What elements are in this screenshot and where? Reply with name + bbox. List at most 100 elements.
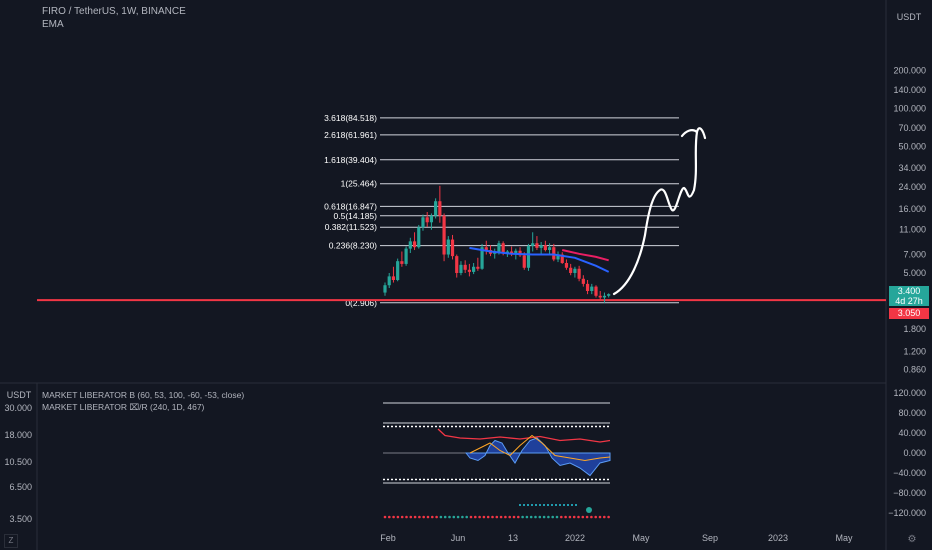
osc-dot	[400, 515, 404, 519]
osc-cyan-dot	[575, 504, 577, 506]
fib-label: 1.618(39.404)	[324, 155, 377, 165]
candle-body	[585, 283, 590, 292]
candle-body	[560, 254, 564, 263]
osc-cyan-dot	[547, 504, 549, 506]
left-axis-tick: 6.500	[9, 482, 32, 492]
osc-cyan-dot	[535, 504, 537, 506]
osc-cyan-dot	[523, 504, 525, 506]
right-axis-tick: 34.000	[898, 163, 926, 173]
timezone-icon[interactable]: Z	[4, 534, 18, 548]
candle-body	[547, 247, 552, 251]
indicator-label[interactable]: EMA	[42, 19, 64, 30]
osc-dot	[418, 515, 421, 519]
osc-dot	[538, 515, 542, 519]
candle-body	[602, 295, 607, 298]
candle-body	[459, 264, 463, 273]
time-axis-tick: Sep	[702, 533, 718, 543]
osc-axis-tick: −40.000	[893, 468, 926, 478]
osc-dot	[388, 515, 391, 519]
candle-body	[425, 217, 429, 223]
candle-body	[455, 256, 459, 273]
right-axis-tick: 11.000	[899, 225, 926, 235]
candles	[383, 185, 611, 303]
countdown-value: 4d 27h	[895, 296, 923, 306]
fib-label: 1(25.464)	[341, 179, 378, 189]
osc-dot	[456, 515, 460, 519]
osc-dot	[443, 515, 447, 519]
candle-body	[442, 215, 446, 255]
osc-dot	[452, 515, 456, 519]
osc-dot	[572, 515, 576, 519]
osc-orange-line	[469, 434, 611, 462]
right-axis-tick: 200.000	[893, 66, 926, 76]
candle-body	[505, 251, 509, 253]
osc-dot	[555, 515, 559, 519]
left-axis-unit: USDT	[2, 390, 36, 400]
osc-dot	[594, 515, 597, 519]
candle-body	[497, 243, 501, 253]
candle-body	[573, 268, 577, 273]
osc-dot	[534, 515, 537, 519]
candle-body	[493, 252, 497, 254]
candle-body	[526, 245, 531, 268]
candle-body	[412, 241, 417, 248]
candle-body	[408, 241, 412, 249]
time-axis-tick: 13	[508, 533, 518, 543]
symbol-title[interactable]: FIRO / TetherUS, 1W, BINANCE	[42, 6, 186, 17]
right-axis-tick: 5.000	[903, 268, 926, 278]
osc-dot	[598, 515, 602, 519]
candle-body	[594, 286, 598, 296]
osc-dot	[465, 515, 469, 519]
osc-cyan-dot	[551, 504, 553, 506]
osc-dot	[529, 515, 533, 519]
osc-title-1[interactable]: MARKET LIBERATOR B (60, 53, 100, -60, -5…	[42, 390, 245, 400]
candle-body	[581, 278, 585, 284]
osc-cyan-dot	[519, 504, 521, 506]
candle-body	[543, 245, 547, 251]
osc-dot	[495, 515, 499, 519]
candle-body	[569, 267, 573, 273]
osc-dot	[525, 515, 529, 519]
osc-dot	[581, 515, 585, 519]
osc-title-2[interactable]: MARKET LIBERATOR ⌧/R (240, 1D, 467)	[42, 402, 205, 412]
osc-dot	[439, 515, 443, 519]
time-axis-tick: Feb	[380, 533, 396, 543]
left-axis-tick: 30.000	[4, 403, 32, 413]
osc-dot	[469, 515, 473, 519]
ema-fast-line	[469, 246, 610, 273]
last-price-tag: 3.400 4d 27h	[889, 286, 929, 306]
candle-body	[577, 268, 581, 279]
osc-dot	[409, 515, 413, 519]
right-axis-tick: 100.000	[893, 104, 926, 114]
osc-dot	[508, 515, 512, 519]
osc-wave-area	[464, 437, 611, 477]
time-axis-tick: 2022	[565, 533, 585, 543]
osc-dot	[474, 515, 477, 519]
osc-dot	[499, 515, 503, 519]
candle-body	[463, 264, 467, 270]
osc-axis-tick: 80.000	[898, 408, 926, 418]
candle-body	[522, 255, 526, 268]
osc-dot	[577, 515, 580, 519]
grid	[0, 0, 887, 550]
osc-axis-tick: −80.000	[893, 488, 926, 498]
ema-lines	[469, 127, 707, 296]
osc-dot	[564, 515, 567, 519]
osc-dot	[431, 515, 434, 519]
osc-dot	[517, 515, 520, 519]
right-axis-tick: 140.000	[893, 85, 926, 95]
osc-cyan-dot	[539, 504, 541, 506]
osc-dot	[512, 515, 516, 519]
right-axis-tick: 1.200	[903, 346, 926, 356]
candle-body	[421, 217, 425, 228]
osc-axis-tick: 40.000	[898, 428, 926, 438]
candle-body	[518, 250, 522, 256]
candle-body	[404, 248, 408, 264]
osc-dot	[413, 515, 417, 519]
candle-body	[438, 201, 442, 216]
osc-dot	[560, 515, 563, 519]
osc-dot	[607, 515, 610, 519]
right-axis-tick: 7.000	[903, 250, 926, 260]
settings-gear-icon[interactable]: ⚙	[907, 534, 917, 545]
